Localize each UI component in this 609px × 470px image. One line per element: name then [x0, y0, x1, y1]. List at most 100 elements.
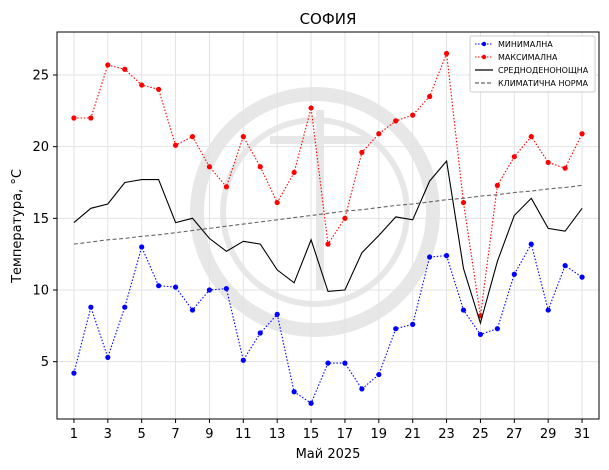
data-point-min	[274, 311, 280, 317]
data-point-max	[291, 169, 297, 176]
data-point-max	[240, 134, 246, 140]
legend-entry-min: МИНИМАЛНА	[475, 40, 553, 49]
y-tick-label: 15	[32, 212, 49, 227]
data-point-max	[376, 131, 382, 137]
watermark	[190, 87, 440, 337]
data-point-min	[342, 360, 348, 366]
data-point-min	[139, 244, 145, 250]
x-tick-label: 23	[438, 427, 455, 442]
data-point-min	[393, 326, 399, 332]
data-point-min	[410, 321, 416, 327]
data-point-max	[257, 164, 263, 170]
data-point-min	[172, 284, 179, 290]
data-point-max	[528, 134, 534, 140]
data-point-min	[376, 371, 382, 378]
x-tick-label: 7	[171, 427, 179, 442]
x-tick-label: 27	[506, 427, 523, 442]
legend-label-max: МАКСИМАЛНА	[498, 53, 558, 62]
data-point-max	[511, 154, 517, 160]
x-tick-label: 31	[574, 427, 591, 442]
x-tick-label: 11	[235, 427, 252, 442]
data-point-min	[477, 331, 484, 338]
data-point-min	[189, 307, 196, 313]
x-tick-label: 19	[371, 427, 388, 442]
y-tick-label: 5	[41, 355, 49, 370]
data-point-min	[562, 263, 568, 269]
legend-entry-norm: КЛИМАТИЧНА НОРМА	[475, 79, 588, 88]
data-point-min	[122, 304, 128, 310]
x-axis: 1 3 5 7 9 11 13 15 17 19 21 23 25 27 29 31	[70, 419, 591, 442]
data-point-max	[325, 241, 331, 247]
x-tick-label: 21	[404, 427, 421, 442]
y-axis-label: Температура, °C	[10, 169, 25, 284]
legend-label-min: МИНИМАЛНА	[498, 40, 553, 49]
data-point-max	[443, 50, 450, 57]
data-point-max	[427, 93, 433, 100]
data-point-min	[223, 285, 229, 292]
x-tick-label: 17	[337, 427, 354, 442]
data-point-max	[105, 62, 111, 68]
chart-title: СОФИЯ	[300, 10, 357, 28]
y-tick-label: 20	[32, 140, 49, 155]
data-point-min	[88, 304, 94, 310]
data-point-min	[494, 326, 500, 332]
data-point-max	[189, 134, 196, 140]
data-point-min	[443, 253, 450, 259]
data-point-max	[579, 131, 585, 137]
series-layer	[71, 50, 585, 406]
y-tick-label: 10	[32, 284, 49, 299]
data-point-min	[528, 241, 534, 247]
data-point-max	[494, 182, 500, 188]
x-tick-label: 25	[472, 427, 489, 442]
data-point-max	[410, 112, 416, 118]
data-point-min	[156, 283, 162, 289]
legend-label-mean: СРЕДНОДЕНОНОЩНА	[498, 66, 589, 75]
x-tick-label: 29	[540, 427, 557, 442]
x-tick-label: 3	[104, 427, 112, 442]
data-point-max	[88, 115, 94, 121]
series-line-mean	[73, 159, 583, 325]
data-point-max	[460, 199, 467, 206]
data-point-min	[105, 354, 111, 360]
data-point-min	[427, 254, 433, 260]
data-point-min	[511, 271, 517, 277]
data-point-min	[71, 370, 77, 376]
data-point-min	[460, 307, 467, 313]
data-point-max	[172, 142, 179, 148]
plot-area	[56, 31, 600, 420]
data-point-max	[342, 215, 348, 221]
data-point-max	[545, 159, 551, 166]
data-point-max	[223, 184, 229, 190]
legend-entry-mean: СРЕДНОДЕНОНОЩНА	[475, 66, 589, 75]
x-tick-label: 5	[138, 427, 146, 442]
data-point-min	[206, 287, 213, 293]
data-point-max	[206, 164, 213, 170]
data-point-max	[71, 115, 77, 121]
y-tick-label: 25	[32, 69, 49, 84]
data-point-max	[156, 86, 162, 92]
data-point-min	[579, 274, 585, 280]
y-axis: 5 10 15 20 25	[32, 69, 57, 370]
data-point-max	[359, 149, 365, 155]
x-tick-label: 15	[303, 427, 320, 442]
legend: МИНИМАЛНА МАКСИМАЛНА СРЕДНОДЕНОНОЩНА КЛИ…	[469, 35, 596, 93]
x-axis-label: Май 2025	[296, 447, 361, 462]
x-tick-label: 9	[205, 427, 213, 442]
x-tick-label: 1	[70, 427, 78, 442]
data-point-min	[325, 360, 331, 366]
data-point-max	[308, 105, 314, 111]
legend-label-norm: КЛИМАТИЧНА НОРМА	[498, 79, 588, 88]
data-point-max	[139, 82, 145, 88]
x-tick-label: 13	[269, 427, 286, 442]
data-point-min	[257, 330, 263, 336]
data-point-max	[393, 118, 399, 124]
legend-entry-max: МАКСИМАЛНА	[475, 53, 558, 62]
series-line-norm	[73, 184, 583, 245]
data-point-max	[122, 66, 128, 72]
data-point-min	[308, 400, 314, 406]
data-point-min	[291, 389, 297, 395]
data-point-min	[240, 357, 246, 363]
data-point-max	[562, 165, 568, 171]
data-point-max	[274, 199, 280, 206]
